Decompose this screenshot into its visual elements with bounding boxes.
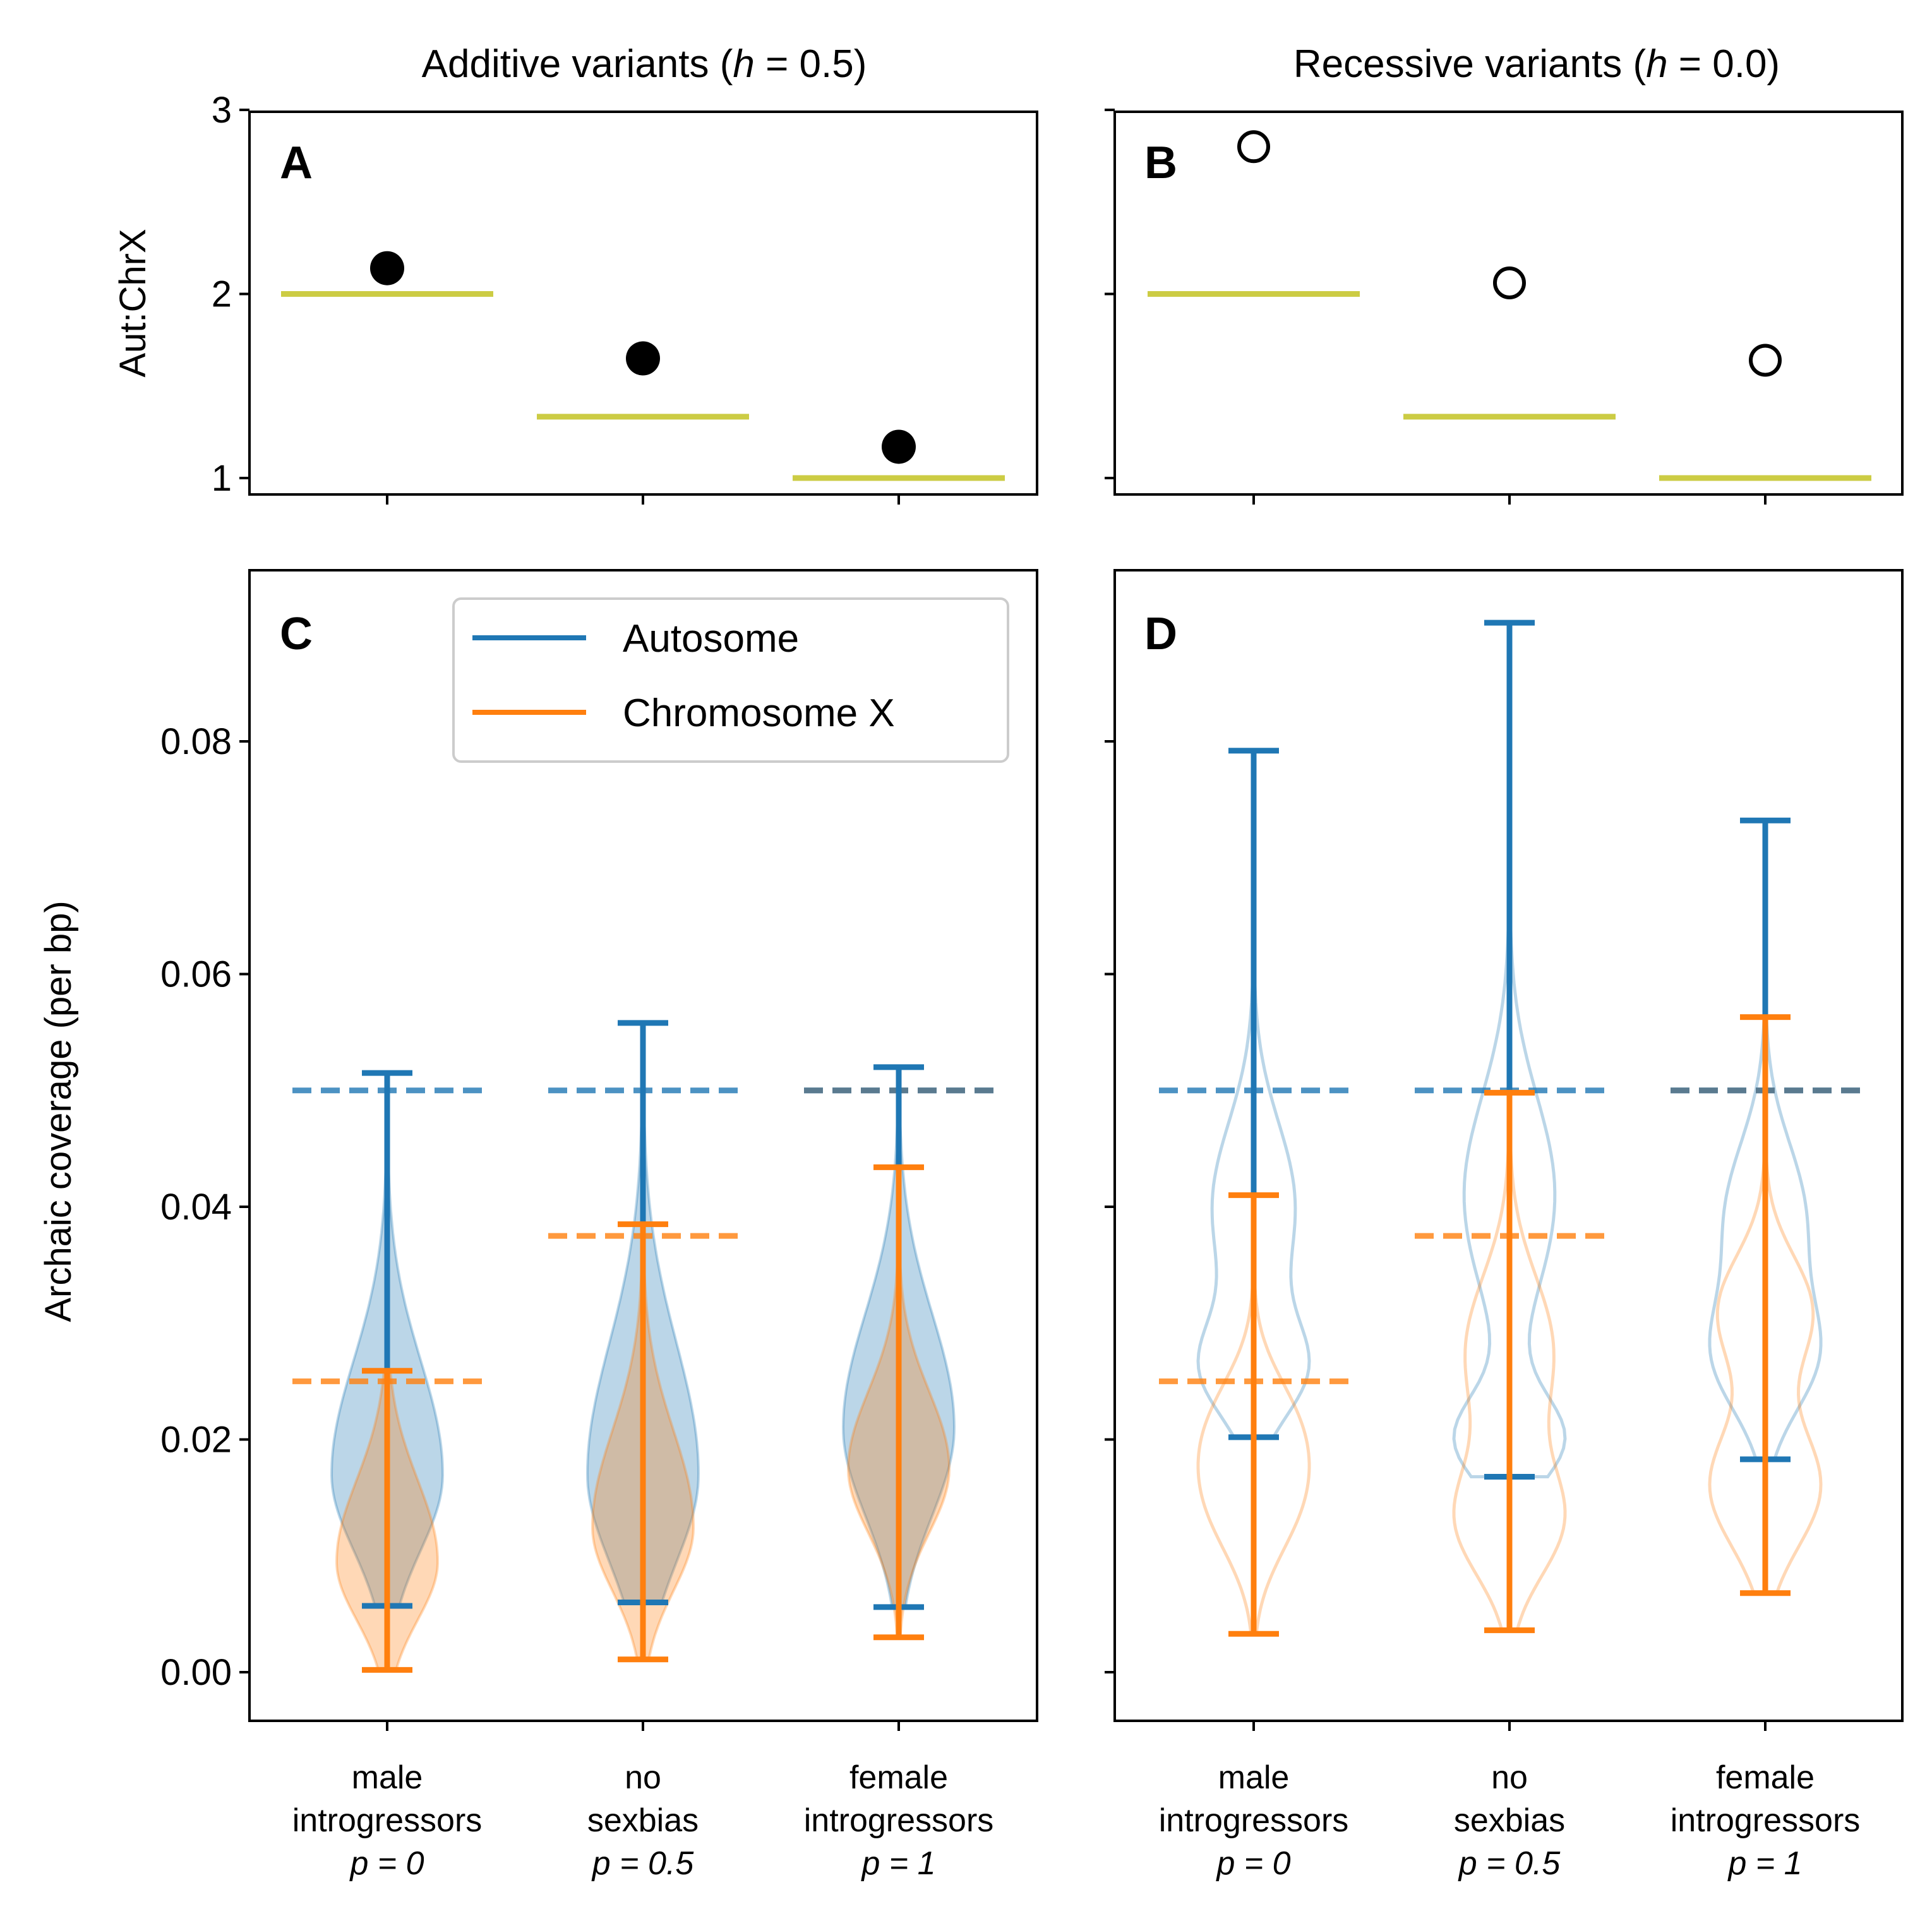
panel-letter-a: A	[280, 138, 313, 188]
cat-label-c-1-line2: sexbias	[587, 1802, 699, 1839]
cat-label-c-0-line1: male	[352, 1759, 423, 1796]
cat-label-d-1-line1: no	[1491, 1759, 1528, 1796]
cat-label-c-0-line3: p = 0	[349, 1845, 424, 1882]
cat-label-d-0-line2: introgressors	[1159, 1802, 1349, 1839]
bottom-ylabel: Archaic coverage (per bp)	[38, 901, 79, 1322]
panel-a-point-2	[882, 429, 916, 464]
panel-b	[1105, 109, 1904, 505]
panel-A-frame	[248, 111, 1038, 496]
panel-a: 1 2 3	[212, 90, 1038, 505]
cat-label-d-2-line3: p = 1	[1727, 1845, 1802, 1882]
panel-a-point-0	[370, 251, 404, 285]
panel-a-point-1	[626, 341, 660, 376]
cat-label-d-2-line1: female	[1716, 1759, 1815, 1796]
cat-label-c-2-line3: p = 1	[860, 1845, 935, 1882]
cat-label-c-0-line2: introgressors	[292, 1802, 483, 1839]
panel-c: 0.00 0.02 0.04 0.06 0.08	[160, 569, 1038, 1731]
panel-C-ytick-label-4: 0.08	[160, 721, 232, 762]
panel-C-ytick-label-3: 0.06	[160, 954, 232, 995]
cat-label-c-2-line1: female	[849, 1759, 948, 1796]
panel-letter-d: D	[1144, 609, 1177, 659]
panel-letter-c: C	[280, 609, 313, 659]
top-ylabel: Aut:ChrX	[112, 229, 153, 377]
x-category-labels: male introgressors p = 0 no sexbias p = …	[292, 1759, 1861, 1882]
cat-label-d-0-line1: male	[1218, 1759, 1290, 1796]
panel-d	[1105, 569, 1904, 1731]
panel-B-frame	[1113, 111, 1904, 496]
panel-A-ytick-label-1: 2	[212, 274, 232, 315]
cat-label-d-1-line3: p = 0.5	[1458, 1845, 1561, 1882]
legend: Autosome Chromosome X	[452, 597, 1009, 763]
cat-label-c-1-line1: no	[625, 1759, 661, 1796]
legend-autosome-label: Autosome	[623, 617, 799, 661]
cat-label-d-0-line3: p = 0	[1215, 1845, 1290, 1882]
legend-box	[452, 597, 1009, 763]
panel-A-ytick-label-0: 1	[212, 458, 232, 499]
panel-A-ytick-label-2: 3	[212, 90, 232, 131]
legend-chrx-label: Chromosome X	[623, 691, 895, 735]
panel-C-ytick-label-2: 0.04	[160, 1187, 232, 1228]
panel-C-ytick-label-1: 0.02	[160, 1420, 232, 1461]
cat-label-d-1-line2: sexbias	[1454, 1802, 1565, 1839]
cat-label-c-1-line3: p = 0.5	[591, 1845, 695, 1882]
title-right: Recessive variants (h = 0.0)	[1293, 42, 1780, 86]
panel-b-point-1	[1493, 266, 1526, 300]
panel-b-point-2	[1749, 344, 1782, 377]
title-left: Additive variants (h = 0.5)	[422, 42, 867, 86]
panel-b-point-0	[1237, 130, 1270, 164]
panel-C-ytick-label-0: 0.00	[160, 1652, 232, 1693]
cat-label-d-2-line2: introgressors	[1671, 1802, 1861, 1839]
panel-letter-b: B	[1144, 138, 1177, 188]
cat-label-c-2-line2: introgressors	[804, 1802, 994, 1839]
